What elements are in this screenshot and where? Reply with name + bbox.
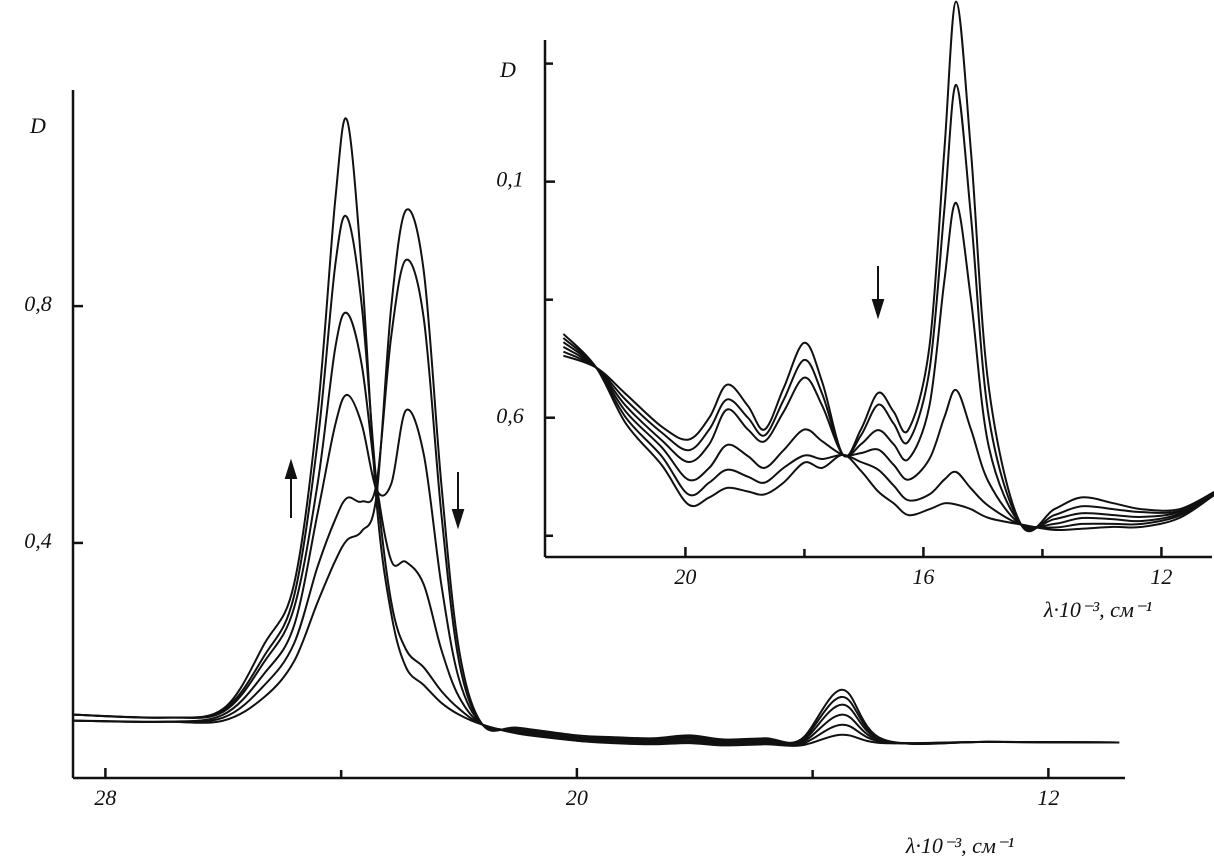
y-tick-label: 0,6 [496,403,524,428]
x-axis-label: λ·10⁻³, см⁻¹ [905,833,1014,858]
x-axis-label: λ·10⁻³, см⁻¹ [1043,597,1152,622]
x-tick-label: 20 [674,564,696,589]
arrow-head [284,458,298,479]
arrow-head [871,299,885,320]
spectrum-curve [72,208,1120,745]
spectrum-curve [72,311,1120,746]
x-tick-label: 16 [912,564,934,589]
spectrum-curve [562,201,1214,530]
x-tick-label: 28 [94,785,116,810]
spectrum-curve [562,341,1214,529]
spectrum-curve [72,117,1120,747]
spectrum-curve [72,393,1120,746]
y-tick-label: 0,8 [24,291,52,316]
y-tick-label: 0,1 [496,167,524,192]
spectrum-curve [72,214,1120,747]
spectrum-curve [562,333,1214,532]
arrows [284,266,885,530]
spectrum-curve [72,258,1120,745]
y-axis-label: D [499,57,516,82]
spectrum-curve [562,337,1214,529]
x-tick-label: 20 [566,785,588,810]
x-tick-label: 12 [1037,785,1059,810]
spectrum-curve [562,83,1214,532]
x-tick-label: 12 [1150,564,1172,589]
spectrum-curve [563,0,1214,533]
arrow-head [451,509,465,530]
y-tick-label: 0,4 [24,528,52,553]
y-axis-label: D [29,113,46,138]
